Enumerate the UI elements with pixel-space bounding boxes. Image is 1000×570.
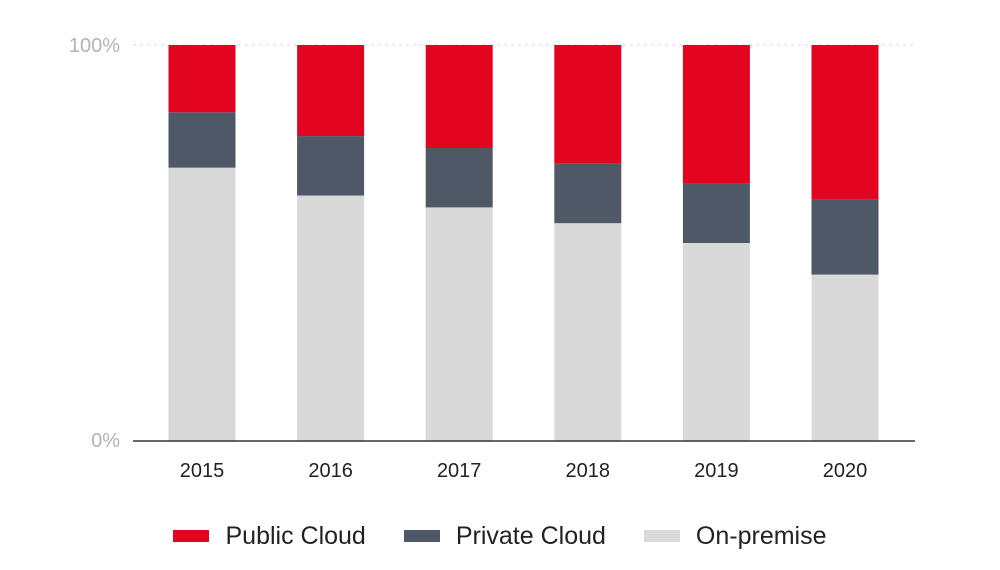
stacked-bar-chart: 100% 0% 2015 2016 2017 2018 2019 2020: [69, 35, 915, 482]
bar-segment-on-premise-2019: [682, 243, 750, 441]
x-tick-label-2020: 2020: [823, 460, 868, 482]
bar-segment-on-premise-2018: [554, 223, 622, 441]
legend-label-private-cloud: Private Cloud: [455, 521, 606, 550]
bar-segment-public-cloud-2019: [682, 45, 750, 184]
bar-segment-public-cloud-2016: [297, 45, 365, 137]
legend-swatch-private-cloud: [403, 530, 440, 542]
x-tick-label-2017: 2017: [437, 460, 482, 482]
bar-segment-on-premise-2020: [811, 274, 879, 441]
bar-segment-private-cloud-2018: [554, 163, 622, 224]
legend: Public Cloud Private Cloud On-premise: [0, 516, 1000, 556]
bar-segment-private-cloud-2020: [811, 199, 879, 275]
bar-segment-on-premise-2017: [425, 207, 493, 441]
x-tick-label-2015: 2015: [180, 460, 225, 482]
x-tick-label-2019: 2019: [694, 460, 739, 482]
legend-item-on-premise: On-premise: [643, 521, 827, 551]
bar-segment-private-cloud-2019: [682, 183, 750, 243]
bar-segment-public-cloud-2017: [425, 45, 493, 148]
legend-swatch-on-premise: [643, 530, 680, 542]
legend-swatch-public-cloud: [173, 530, 210, 542]
bar-segment-public-cloud-2015: [168, 45, 236, 113]
y-tick-label-100: 100%: [69, 35, 120, 57]
legend-item-private-cloud: Private Cloud: [403, 521, 606, 551]
bar-segment-private-cloud-2015: [168, 112, 236, 168]
legend-item-public-cloud: Public Cloud: [173, 521, 366, 551]
y-tick-label-0: 0%: [91, 430, 120, 452]
bar-segment-private-cloud-2016: [297, 136, 365, 196]
legend-label-on-premise: On-premise: [695, 521, 827, 550]
legend-label-public-cloud: Public Cloud: [225, 521, 366, 550]
bar-segment-public-cloud-2020: [811, 45, 879, 200]
x-tick-label-2016: 2016: [308, 460, 353, 482]
bar-segment-public-cloud-2018: [554, 45, 622, 164]
x-tick-label-2018: 2018: [566, 460, 611, 482]
bar-segment-on-premise-2015: [168, 167, 236, 442]
bar-segment-on-premise-2016: [297, 195, 365, 441]
bar-segment-private-cloud-2017: [425, 148, 493, 208]
